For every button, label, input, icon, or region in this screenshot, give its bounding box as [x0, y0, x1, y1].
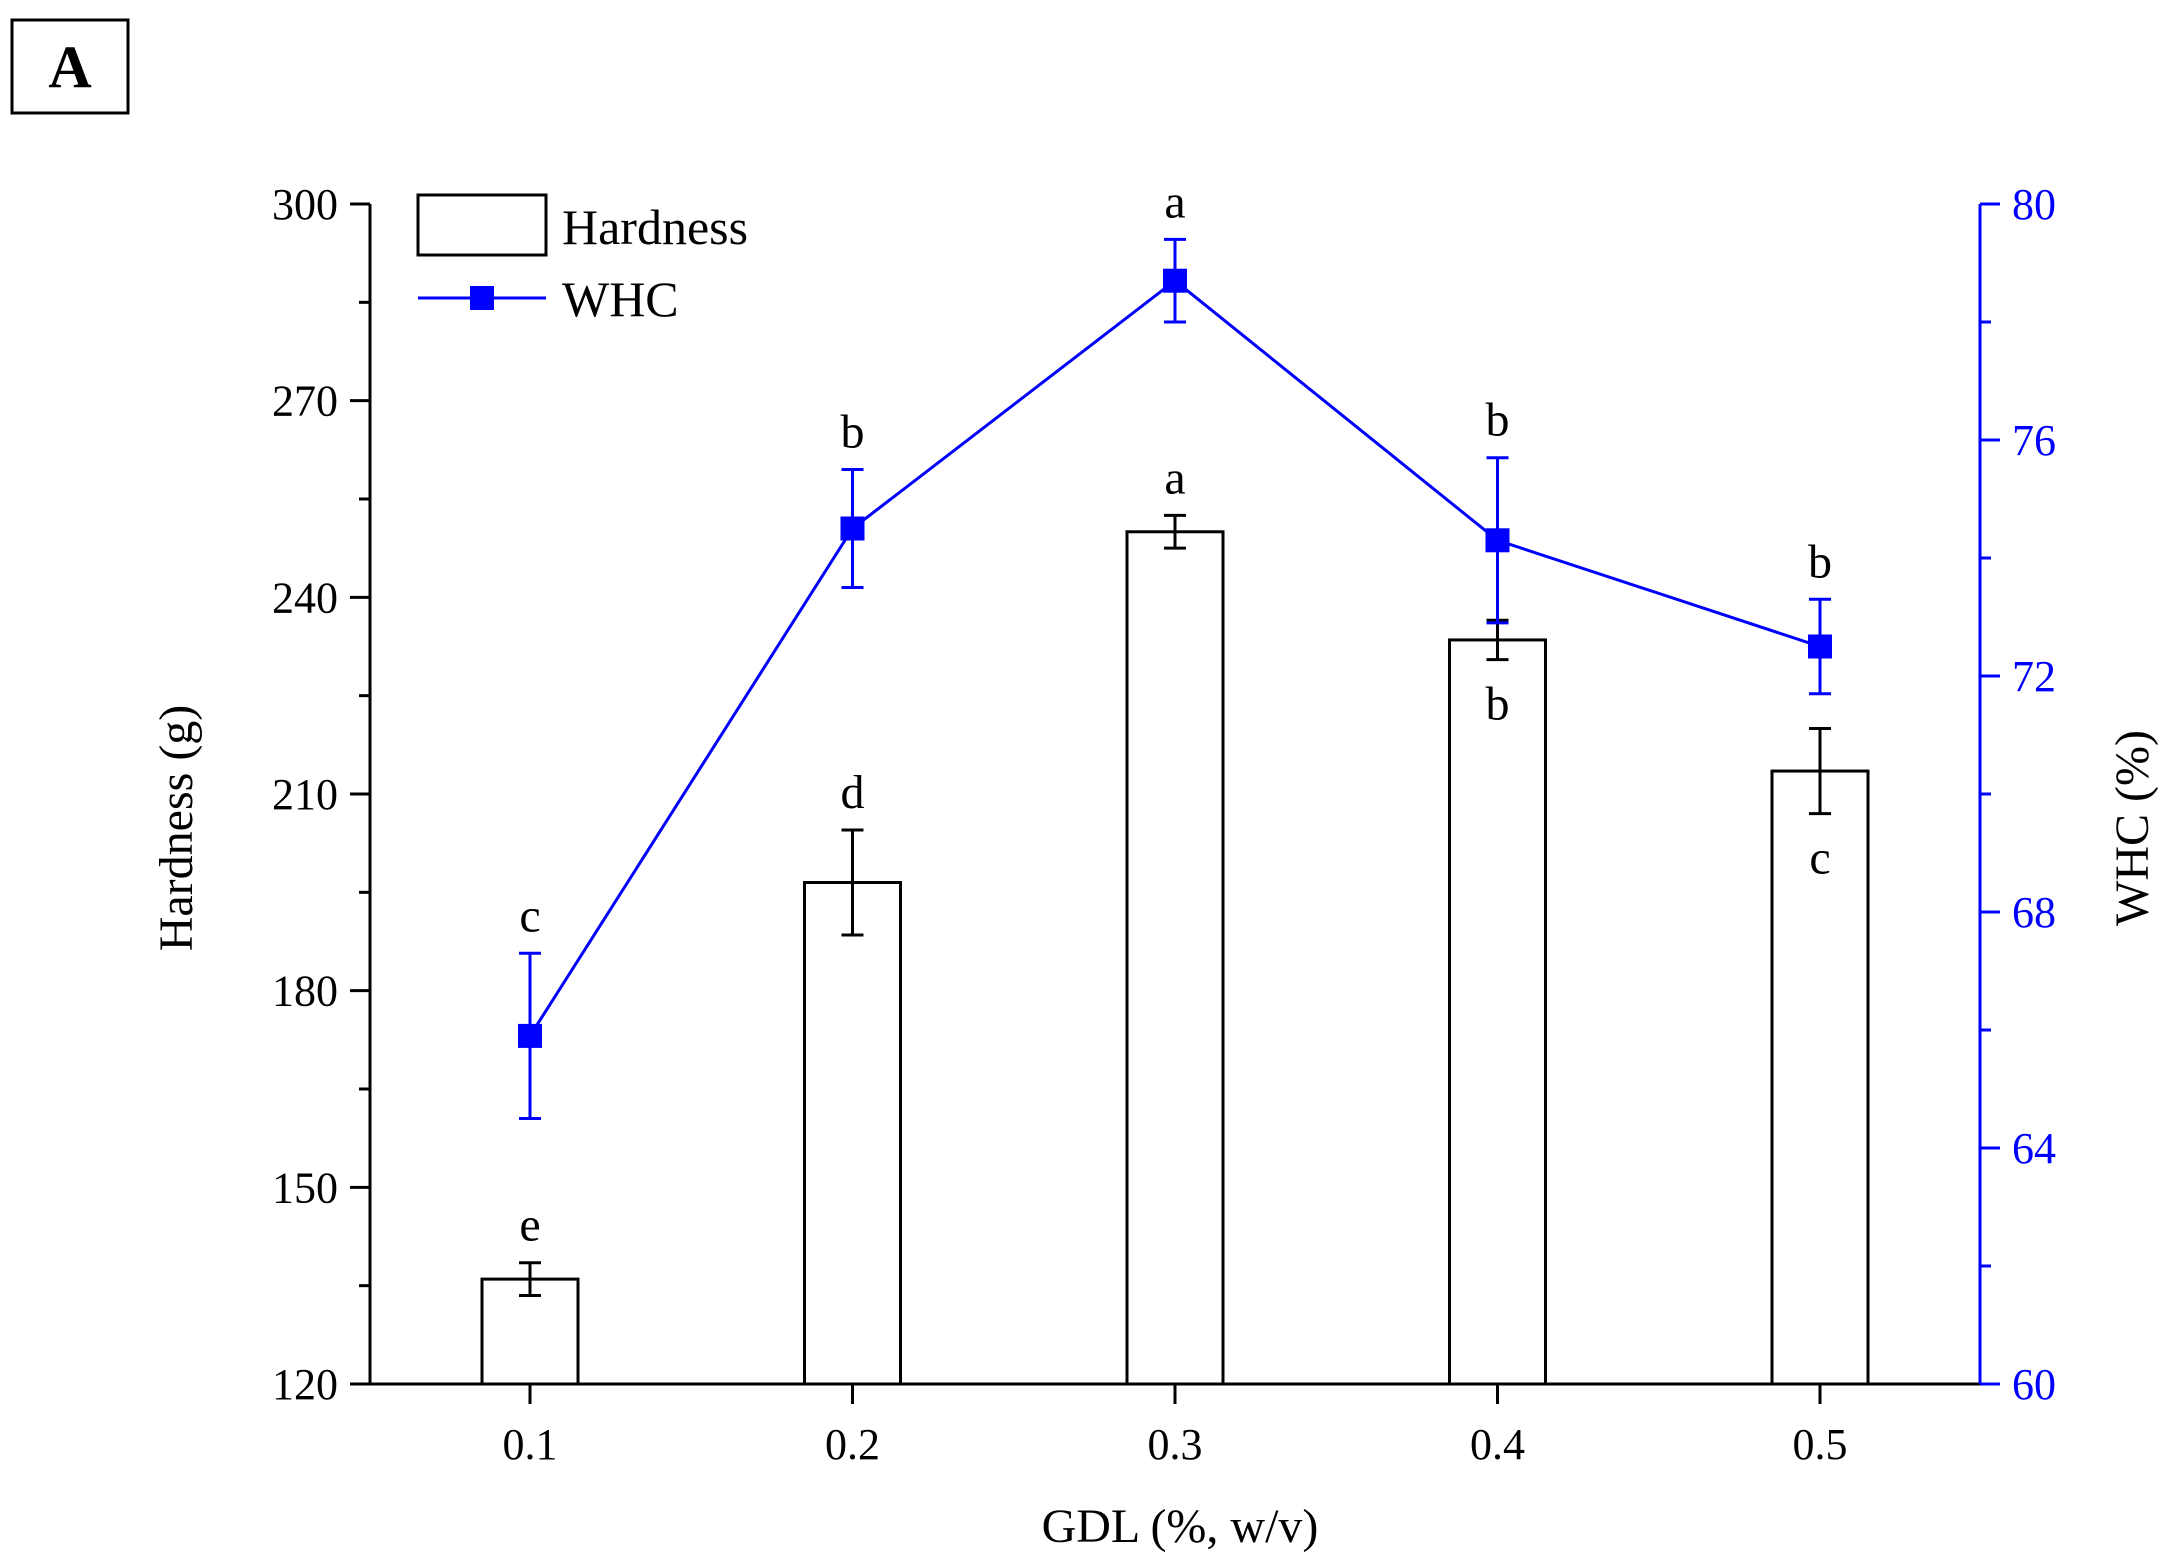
y-axis-right-title: WHC (%) — [2106, 730, 2159, 926]
hardness-sig-letter: e — [519, 1199, 540, 1252]
hardness-sig-letter: c — [1809, 832, 1830, 885]
whc-point — [1808, 634, 1832, 659]
hardness-sig-letter: a — [1164, 451, 1185, 504]
x-axis-title: GDL (%, w/v) — [1042, 1500, 1319, 1553]
whc-sig-letter: b — [841, 406, 865, 459]
y-right-tick-label: 80 — [2012, 180, 2056, 229]
whc-point — [840, 516, 865, 541]
y-left-tick-label: 270 — [272, 377, 338, 426]
y-axis-left-title: Hardness (g) — [150, 705, 203, 952]
y-right-tick-label: 68 — [2012, 888, 2056, 937]
y-right-tick-label: 76 — [2012, 416, 2056, 465]
plot-area: 120 150 180 210 240 270 300 60 64 68 72 76 80 0.1 0.2 0… — [272, 175, 2056, 1469]
whc-sig-letter: b — [1486, 394, 1510, 447]
y-left-tick-label: 240 — [272, 573, 338, 622]
y-right-tick-label: 72 — [2012, 652, 2056, 701]
y-right-tick-label: 64 — [2012, 1124, 2056, 1173]
whc-point — [1163, 268, 1187, 293]
x-tick-label: 0.3 — [1148, 1420, 1203, 1469]
legend-label-whc: WHC — [562, 271, 679, 327]
hardness-bar — [1448, 638, 1547, 1386]
x-tick-label: 0.5 — [1793, 1420, 1848, 1469]
whc-point — [518, 1023, 542, 1048]
y-left-tick-label: 120 — [272, 1360, 338, 1409]
y-right-tick-label: 60 — [2012, 1360, 2056, 1409]
panel-label-box — [10, 18, 130, 115]
x-tick-label: 0.4 — [1470, 1420, 1525, 1469]
whc-sig-letter: c — [519, 889, 540, 942]
panel-label: A — [48, 34, 91, 100]
y-left-tick-label: 180 — [272, 967, 338, 1016]
hardness-sig-letter: d — [841, 766, 865, 819]
hardness-bar — [803, 881, 902, 1386]
y-left-tick-label: 150 — [272, 1163, 338, 1212]
whc-sig-letter: b — [1808, 535, 1832, 588]
y-left-tick-label: 210 — [272, 770, 338, 819]
legend-swatch-hardness — [416, 193, 548, 257]
hardness-bar — [1125, 530, 1225, 1386]
legend-label-hardness: Hardness — [562, 199, 748, 255]
whc-point — [1485, 528, 1510, 553]
legend-marker-whc — [470, 286, 494, 310]
whc-sig-letter: a — [1164, 175, 1185, 228]
hardness-sig-letter: b — [1486, 678, 1510, 731]
x-tick-label: 0.2 — [825, 1420, 880, 1469]
hardness-bar — [1770, 769, 1870, 1386]
y-left-tick-label: 300 — [272, 180, 338, 229]
legend: Hardness WHC — [416, 193, 748, 327]
x-tick-label: 0.1 — [503, 1420, 558, 1469]
